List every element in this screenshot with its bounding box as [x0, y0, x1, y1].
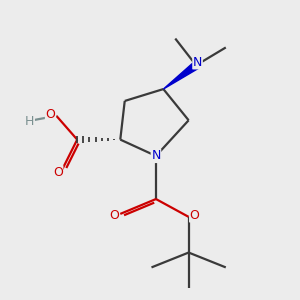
Text: O: O	[190, 209, 200, 222]
Text: O: O	[110, 209, 119, 222]
Text: N: N	[151, 149, 160, 162]
Text: O: O	[46, 108, 56, 121]
Text: N: N	[193, 56, 202, 69]
Text: H: H	[25, 115, 34, 128]
Text: O: O	[53, 166, 63, 179]
Polygon shape	[164, 62, 198, 89]
